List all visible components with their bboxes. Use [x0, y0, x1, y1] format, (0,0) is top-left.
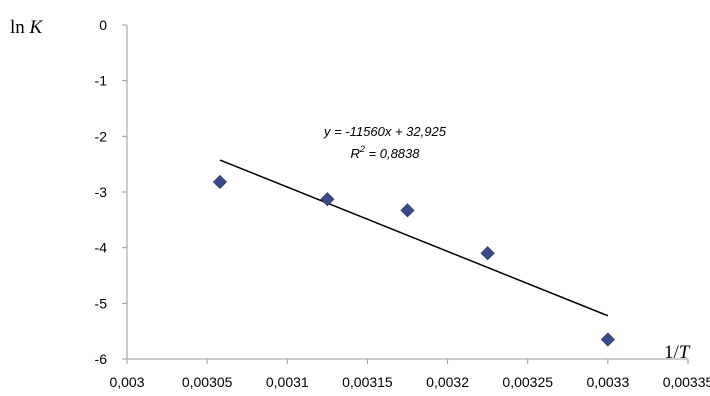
data-points — [212, 174, 615, 347]
r-squared-symbol: R — [351, 146, 360, 161]
x-tick-label: 0,00335 — [663, 374, 710, 390]
y-tick-label: -5 — [95, 295, 108, 311]
r-squared-superscript: 2 — [359, 144, 365, 154]
data-point — [212, 174, 228, 190]
y-axis-ticks: 0 -1 -2 -3 -4 -5 -6 — [95, 17, 127, 367]
x-axis-title-one: 1/ — [664, 342, 680, 363]
y-tick-label: -6 — [95, 351, 108, 367]
trendline-equation: y = -11560x + 32,925 — [323, 124, 447, 139]
x-tick-label: 0,0032 — [426, 374, 469, 390]
data-point — [320, 192, 335, 207]
data-point — [600, 332, 615, 347]
x-axis-title-t: T — [679, 342, 691, 363]
y-tick-label: -1 — [95, 73, 108, 89]
y-tick-label: -3 — [95, 184, 108, 200]
x-tick-label: 0,00315 — [342, 374, 393, 390]
x-tick-label: 0,003 — [109, 374, 144, 390]
y-tick-label: 0 — [99, 17, 107, 33]
x-axis-ticks: 0,003 0,00305 0,0031 0,00315 0,0032 0,00325 0,… — [109, 359, 710, 390]
y-tick-label: -4 — [95, 240, 108, 256]
r-squared-value: = 0,8838 — [365, 146, 420, 161]
r-squared-label: R2 = 0,8838 — [351, 144, 421, 161]
x-tick-label: 0,0031 — [266, 374, 309, 390]
y-tick-label: -2 — [95, 128, 108, 144]
x-axis-title: 1/T — [664, 342, 691, 363]
y-axis-title: ln K — [10, 17, 44, 38]
trendline — [219, 159, 609, 317]
data-point — [400, 203, 415, 218]
y-axis-title-k: K — [29, 17, 44, 38]
y-axis-title-ln: ln — [10, 17, 30, 38]
x-tick-label: 0,0033 — [586, 374, 629, 390]
data-point — [480, 246, 495, 261]
x-tick-label: 0,00305 — [182, 374, 233, 390]
x-tick-label: 0,00325 — [502, 374, 553, 390]
